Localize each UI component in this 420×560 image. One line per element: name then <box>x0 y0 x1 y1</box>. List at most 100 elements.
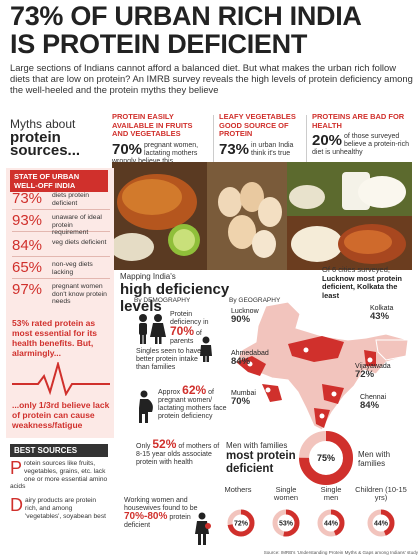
working-text: Working women and housewives found to be <box>124 497 198 512</box>
city-value: 90% <box>231 314 251 325</box>
myth-head: PROTEIN EASILY AVAILABLE IN FRUITS AND V… <box>112 112 193 138</box>
category-label: Children (10-15 yrs) <box>355 485 407 503</box>
myth-pct: 70% <box>112 140 143 158</box>
stat-row: 97% pregnant women don't know protein ne… <box>12 281 110 307</box>
city-label: Lucknow 90% <box>231 308 259 324</box>
category-label: Mothers <box>224 485 252 494</box>
stat-label: veg diets deficient <box>52 239 107 246</box>
working-text-2: protein deficient <box>124 514 191 529</box>
category-donut: 53% <box>271 508 301 543</box>
mother-child-icon <box>192 512 212 551</box>
parents-pct: 70% <box>170 324 195 338</box>
city-label: Chennai 84% <box>360 394 386 410</box>
city-name: Mumbai <box>231 390 256 397</box>
source-note: Source: IMRB's 'Understanding Protein My… <box>263 550 418 555</box>
myth-item: LEAFY VEGETABLES GOOD SOURCE OF PROTEIN … <box>219 112 307 158</box>
families-bold: most protein deficient <box>226 450 296 475</box>
left-panel-bg <box>6 168 114 438</box>
city-name: Vijayawada <box>355 363 391 370</box>
state-heading: STATE OF URBAN WELL-OFF INDIA <box>10 170 108 192</box>
singles-note: Singles seen to have better protein inta… <box>136 348 212 372</box>
myth-pct: 20% <box>312 132 343 149</box>
city-label: Ahmedabad 84% <box>231 350 269 366</box>
donut-value-label: 44% <box>374 521 389 528</box>
parents-icon <box>136 313 166 350</box>
category-donut: 44% <box>316 508 346 543</box>
best-sources-heading: BEST SOURCES <box>10 444 108 457</box>
city-name: Lucknow <box>231 308 259 315</box>
donut-arc <box>299 431 353 485</box>
category-label: Single women <box>273 485 299 503</box>
city-value: 43% <box>370 311 390 322</box>
single-person-icon <box>200 336 212 367</box>
myth-head: LEAFY VEGETABLES GOOD SOURCE OF PROTEIN <box>219 112 296 138</box>
drop-cap: D <box>10 495 23 515</box>
by-demography-label: By DEMOGRAPHY <box>134 297 191 304</box>
donut-value-label: 72% <box>234 521 249 528</box>
pregnant-stat: Approx 62% of pregnant women/ lactating … <box>158 383 228 421</box>
mothers-text-2: of mothers of 8-15 year olds associate p… <box>136 443 220 466</box>
divider <box>306 115 307 163</box>
myth-text: in urban India think it's true <box>251 141 294 157</box>
pregnant-text: Approx <box>158 389 181 396</box>
stat-label: non-veg diets lacking <box>52 261 93 276</box>
myths-label: Myths about protein sources... <box>10 117 110 159</box>
mapping-heading: Mapping India's high deficiency levels <box>120 272 240 315</box>
parents-text: Protein deficiency in <box>170 311 209 326</box>
city-value: 84% <box>231 356 251 367</box>
city-label: Kolkata 43% <box>370 305 393 321</box>
cities-note: Of 6 cities surveyed, Lucknow most prote… <box>322 265 414 300</box>
city-value: 84% <box>360 400 380 411</box>
cities-note-text: Of 6 cities surveyed, <box>322 265 390 274</box>
heartbeat-icon <box>12 360 110 401</box>
divider <box>213 115 214 163</box>
myth-text: of those surveyed believe a protein-rich… <box>312 133 410 156</box>
myth-item: PROTEINS ARE BAD FOR HEALTH 20% of those … <box>312 112 414 157</box>
parents-text-2: of parents <box>170 330 202 345</box>
stat-row: 84% veg diets deficient <box>12 237 110 257</box>
myth-item: PROTEIN EASILY AVAILABLE IN FRUITS AND V… <box>112 112 208 166</box>
pregnant-pct: 62% <box>182 383 207 397</box>
families-donut: 75% <box>296 428 356 493</box>
donut-value-label: 53% <box>279 521 294 528</box>
pregnant-woman-icon <box>136 390 156 429</box>
myth-pct: 73% <box>219 140 250 158</box>
city-name: Kolkata <box>370 305 394 312</box>
city-value: 70% <box>231 396 251 407</box>
weakness-text: ...only 1/3rd believe lack of protein ca… <box>12 400 110 430</box>
mothers-text: Only <box>136 443 151 450</box>
singles-text: Singles seen to have better protein inta… <box>136 348 201 371</box>
families-side-label: Men with families <box>358 450 391 468</box>
myths-label-top: Myths about <box>10 117 76 131</box>
city-name: Chennai <box>360 394 387 401</box>
intro-paragraph: Large sections of Indians cannot afford … <box>10 62 413 96</box>
india-map <box>226 300 416 441</box>
donut-arc <box>317 509 345 537</box>
category-donut: 44% <box>366 508 396 543</box>
city-label: Vijayawada 72% <box>355 363 391 379</box>
headline: 73% OF URBAN RICH INDIA IS PROTEIN DEFIC… <box>10 2 410 58</box>
best-source-text: rotein sources like fruits, vegetables, … <box>10 460 108 491</box>
mapping-label: Mapping India's <box>120 272 176 281</box>
stat-pct: 65% <box>12 259 43 276</box>
food-photo <box>112 162 412 270</box>
by-geography-label: By GEOGRAPHY <box>229 297 281 304</box>
drop-cap: P <box>10 458 23 478</box>
donut-arc <box>227 509 255 537</box>
stat-row: 93% unaware of ideal protein requirement <box>12 212 110 236</box>
myths-label-bold: protein sources... <box>10 129 81 159</box>
parents-stat: Protein deficiency in 70% of parents <box>170 311 224 346</box>
donut-value-label: 75% <box>317 453 335 463</box>
stat-pct: 97% <box>12 281 43 298</box>
donut-arc <box>272 509 300 537</box>
category-donut: 72% <box>226 508 256 543</box>
headline-line-1: 73% OF URBAN RICH INDIA <box>10 1 362 31</box>
myth-head: PROTEINS ARE BAD FOR HEALTH <box>312 112 405 130</box>
category-label: Single men <box>320 485 342 503</box>
donut-value-label: 44% <box>324 521 339 528</box>
levels-title: high deficiency levels <box>120 281 230 315</box>
mothers-stat: Only 52% of mothers of 8-15 year olds as… <box>136 438 222 467</box>
stat-label: diets protein deficient <box>52 192 90 207</box>
families-heading: Men with families most protein deficient <box>226 441 326 475</box>
